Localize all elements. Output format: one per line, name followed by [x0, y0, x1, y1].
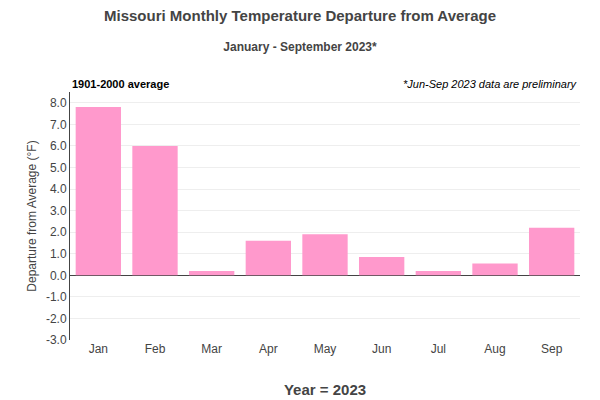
svg-text:Jun: Jun: [372, 342, 391, 356]
svg-text:6.0: 6.0: [50, 139, 67, 153]
svg-text:Aug: Aug: [484, 342, 505, 356]
svg-text:Feb: Feb: [145, 342, 166, 356]
svg-text:Departure from Average (°F): Departure from Average (°F): [25, 140, 39, 291]
svg-text:Jan: Jan: [89, 342, 108, 356]
svg-text:1901-2000 average: 1901-2000 average: [72, 78, 169, 90]
svg-text:0.0: 0.0: [50, 269, 67, 283]
svg-text:Year = 2023: Year = 2023: [284, 381, 366, 398]
svg-text:8.0: 8.0: [50, 96, 67, 110]
svg-text:-1.0: -1.0: [46, 290, 67, 304]
svg-text:Missouri Monthly Temperature D: Missouri Monthly Temperature Departure f…: [104, 7, 496, 24]
svg-text:Mar: Mar: [201, 342, 222, 356]
svg-text:7.0: 7.0: [50, 118, 67, 132]
svg-text:Sep: Sep: [541, 342, 563, 356]
svg-text:1.0: 1.0: [50, 247, 67, 261]
svg-text:Jul: Jul: [431, 342, 446, 356]
svg-text:5.0: 5.0: [50, 161, 67, 175]
svg-text:*Jun-Sep 2023 data are prelimi: *Jun-Sep 2023 data are preliminary: [403, 78, 578, 90]
svg-text:May: May: [314, 342, 337, 356]
svg-text:-2.0: -2.0: [46, 312, 67, 326]
svg-text:3.0: 3.0: [50, 204, 67, 218]
svg-text:2.0: 2.0: [50, 225, 67, 239]
svg-text:Apr: Apr: [259, 342, 278, 356]
svg-text:-3.0: -3.0: [46, 333, 67, 347]
svg-text:4.0: 4.0: [50, 182, 67, 196]
svg-text:January - September 2023*: January - September 2023*: [223, 40, 377, 54]
